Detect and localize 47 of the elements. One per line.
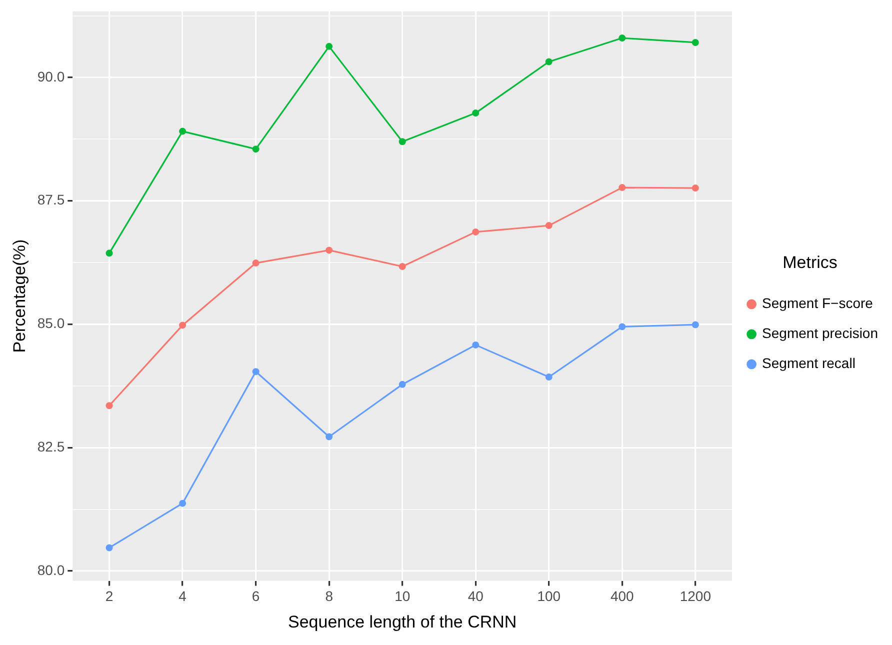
- x-tick-label: 6: [252, 588, 260, 604]
- y-tick-label: 85.0: [37, 315, 65, 332]
- x-axis-title: Sequence length of the CRNN: [288, 612, 517, 632]
- point: [692, 184, 699, 192]
- point: [472, 228, 480, 236]
- point: [618, 323, 626, 330]
- y-tick-label: 82.5: [37, 438, 65, 454]
- x-tick-label: 8: [325, 588, 334, 604]
- point: [252, 368, 260, 376]
- point: [398, 138, 406, 146]
- y-tick-label: 87.5: [37, 192, 65, 208]
- point: [472, 341, 480, 348]
- point: [106, 402, 113, 410]
- legend-title: Metrics: [782, 252, 838, 272]
- point: [398, 262, 406, 270]
- x-tick-label: 40: [468, 588, 484, 604]
- point: [618, 184, 626, 192]
- legend-label: Segment recall: [762, 355, 856, 372]
- point: [326, 246, 333, 254]
- point: [179, 322, 186, 329]
- y-tick-label: 90.0: [37, 68, 65, 84]
- point: [692, 321, 699, 328]
- x-tick-label: 100: [537, 588, 561, 604]
- point: [398, 380, 406, 388]
- x-tick-label: 4: [178, 588, 187, 604]
- point: [618, 34, 626, 42]
- y-tick-label: 80.0: [37, 562, 65, 578]
- point: [545, 222, 552, 230]
- point: [545, 374, 552, 381]
- point: [179, 500, 186, 507]
- point: [179, 128, 186, 135]
- x-tick-label: 400: [610, 588, 634, 604]
- point: [545, 58, 552, 66]
- point: [472, 110, 480, 117]
- legend-label: Segment F−score: [762, 295, 874, 312]
- point: [252, 260, 260, 267]
- point: [106, 250, 113, 257]
- point: [106, 544, 113, 552]
- y-axis-title: Percentage(%): [10, 239, 29, 353]
- x-tick-label: 1200: [680, 588, 712, 604]
- point: [326, 42, 333, 50]
- point: [252, 146, 260, 153]
- point: [326, 433, 333, 440]
- point: [692, 38, 699, 46]
- x-tick-label: 2: [105, 588, 114, 604]
- x-tick-label: 10: [394, 588, 410, 604]
- legend-label: Segment precision: [762, 325, 878, 342]
